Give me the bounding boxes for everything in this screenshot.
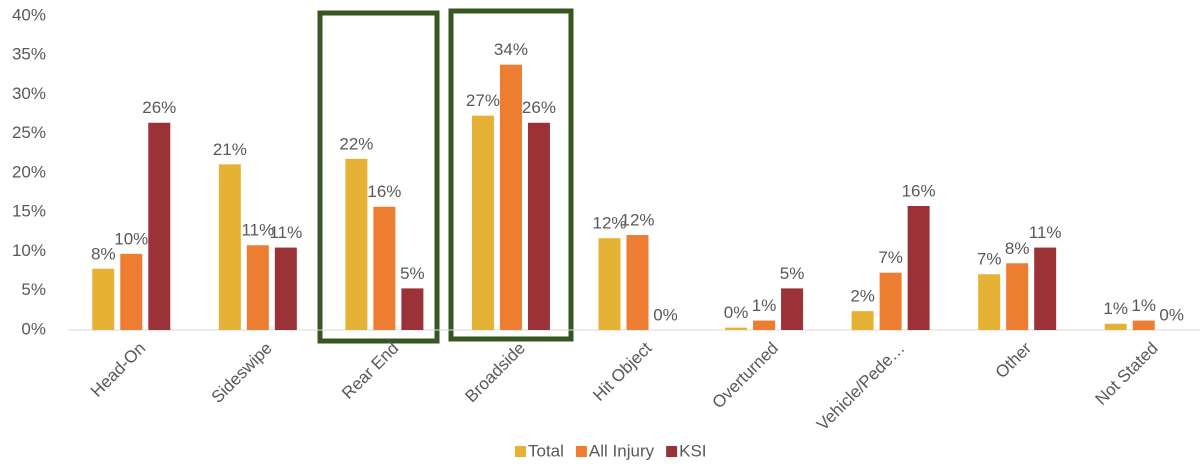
legend-swatch <box>666 446 678 457</box>
value-label: 26% <box>522 98 556 117</box>
highlight-box <box>317 10 440 344</box>
value-label: 21% <box>213 140 247 159</box>
value-label: 0% <box>653 305 678 324</box>
bar <box>345 158 368 330</box>
value-label: 0% <box>1159 305 1184 324</box>
value-label: 1% <box>1131 296 1156 315</box>
x-tick-label: Head-On <box>87 339 149 401</box>
bar <box>725 327 748 330</box>
x-tick-label: Vehicle/Pede… <box>813 339 909 435</box>
bar <box>753 320 776 330</box>
x-tick-label: Rear End <box>338 339 402 403</box>
y-tick-label: 10% <box>12 241 46 260</box>
legend-swatch <box>515 446 526 457</box>
bar <box>373 206 396 330</box>
value-label: 16% <box>367 182 401 201</box>
y-tick-label: 15% <box>12 202 46 221</box>
x-tick-label: Hit Object <box>589 338 655 404</box>
x-tick-label: Broadside <box>461 339 529 407</box>
bar <box>401 288 424 330</box>
bar <box>92 268 115 330</box>
bar <box>1132 320 1155 330</box>
value-label: 1% <box>1103 299 1128 318</box>
value-label: 8% <box>1005 239 1030 258</box>
value-label: 10% <box>114 229 148 248</box>
y-tick-label: 35% <box>12 45 46 64</box>
value-label: 11% <box>269 223 302 242</box>
value-label: 1% <box>752 296 777 315</box>
bar <box>598 238 621 330</box>
x-tick-label: Not Stated <box>1091 339 1161 409</box>
legend-swatch <box>575 446 587 457</box>
value-label: 11% <box>241 221 274 240</box>
bar <box>1034 247 1057 330</box>
value-label: 11% <box>1029 223 1062 242</box>
y-tick-label: 20% <box>12 162 46 181</box>
value-label: 5% <box>780 264 805 283</box>
y-tick-label: 30% <box>12 84 46 103</box>
value-label: 2% <box>850 287 875 306</box>
bar <box>879 272 902 330</box>
legend-label: Total <box>528 441 564 460</box>
bar <box>851 311 874 330</box>
x-tick-label: Sideswipe <box>208 339 276 407</box>
value-label: 0% <box>724 303 749 322</box>
bar <box>781 288 804 330</box>
highlight-box <box>448 8 574 342</box>
value-label: 27% <box>466 91 500 110</box>
bar <box>246 245 269 330</box>
x-tick-label: Overturned <box>708 339 782 413</box>
y-tick-label: 0% <box>21 319 46 338</box>
y-tick-label: 40% <box>12 5 46 24</box>
value-label: 7% <box>977 250 1002 269</box>
bar <box>120 253 143 330</box>
value-label: 8% <box>91 244 116 263</box>
bar <box>1104 323 1127 330</box>
value-label: 12% <box>620 210 654 229</box>
value-label: 22% <box>339 134 373 153</box>
value-label: 26% <box>142 98 176 117</box>
value-label: 12% <box>592 214 626 233</box>
bar <box>978 274 1001 330</box>
bar <box>527 122 550 330</box>
bar <box>471 115 494 330</box>
legend-label: All Injury <box>589 441 655 460</box>
bar <box>1006 263 1029 330</box>
bar <box>148 122 171 330</box>
x-tick-label: Other <box>992 338 1036 382</box>
value-label: 7% <box>878 248 903 267</box>
bar <box>499 64 522 331</box>
bar <box>218 164 241 330</box>
value-label: 16% <box>902 181 936 200</box>
bar <box>274 247 297 330</box>
bar <box>626 235 649 330</box>
legend-label: KSI <box>679 441 706 460</box>
y-tick-label: 25% <box>12 123 46 142</box>
y-tick-label: 5% <box>21 280 46 299</box>
value-label: 34% <box>494 40 528 59</box>
bar <box>907 205 930 330</box>
value-label: 5% <box>400 264 425 283</box>
